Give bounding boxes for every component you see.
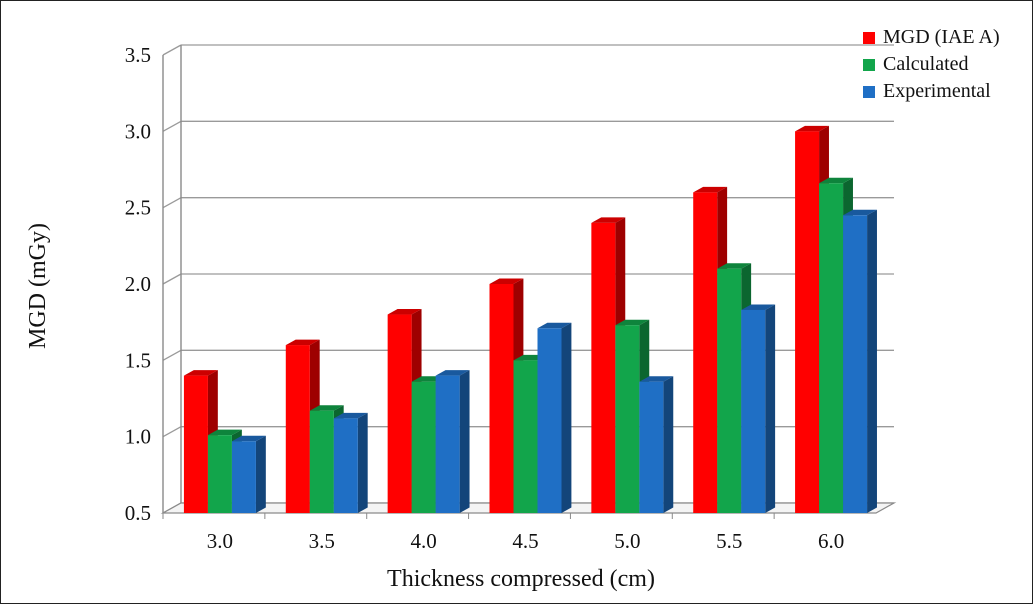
x-tick-label: 3.5 (309, 529, 335, 553)
legend-swatch (863, 32, 875, 44)
gridline-depth (162, 44, 182, 56)
x-tick-label: 5.5 (716, 529, 742, 553)
legend-entry-label: Calculated (883, 53, 969, 75)
bar (537, 322, 572, 513)
gridline-depth (162, 349, 182, 361)
bar (435, 370, 470, 513)
y-tick-label: 1.5 (125, 348, 151, 372)
y-axis-title: MGD (mGy) (25, 223, 51, 349)
bar (231, 435, 266, 513)
x-tick-label: 5.0 (614, 529, 640, 553)
legend-swatch (863, 59, 875, 71)
y-tick-label: 0.5 (125, 501, 151, 525)
gridline-depth (162, 197, 182, 209)
x-tick-label: 4.0 (411, 529, 437, 553)
bar (639, 376, 674, 513)
y-tick-label: 3.0 (125, 119, 151, 143)
gridline-depth (162, 426, 182, 438)
y-tick-label: 1.0 (125, 425, 151, 449)
x-tick-label: 4.5 (512, 529, 538, 553)
bars-layer (183, 125, 877, 514)
bar (741, 304, 776, 513)
ticks-layer: 0.5 1.0 1.5 2.0 2.5 3.0 3.5 3.0 3.5 4.0 4.5 5.0 5.5 6… (125, 43, 844, 553)
legend: MGD (IAE A) Calculated Experimental (863, 26, 1000, 102)
bar (333, 412, 368, 513)
gridline-depth (162, 273, 182, 285)
bar (843, 209, 877, 514)
y-tick-label: 2.0 (125, 272, 151, 296)
legend-entry-label: MGD (IAE A) (883, 26, 1000, 48)
y-tick-label: 3.5 (125, 43, 151, 67)
y-tick-label: 2.5 (125, 196, 151, 220)
x-tick-label: 6.0 (818, 529, 844, 553)
legend-swatch (863, 86, 875, 98)
bar (513, 354, 548, 513)
x-axis-title: Thickness compressed (cm) (387, 566, 655, 592)
legend-entry-label: Experimental (883, 80, 991, 102)
gridline-depth (162, 120, 182, 132)
x-tick-label: 3.0 (207, 529, 233, 553)
